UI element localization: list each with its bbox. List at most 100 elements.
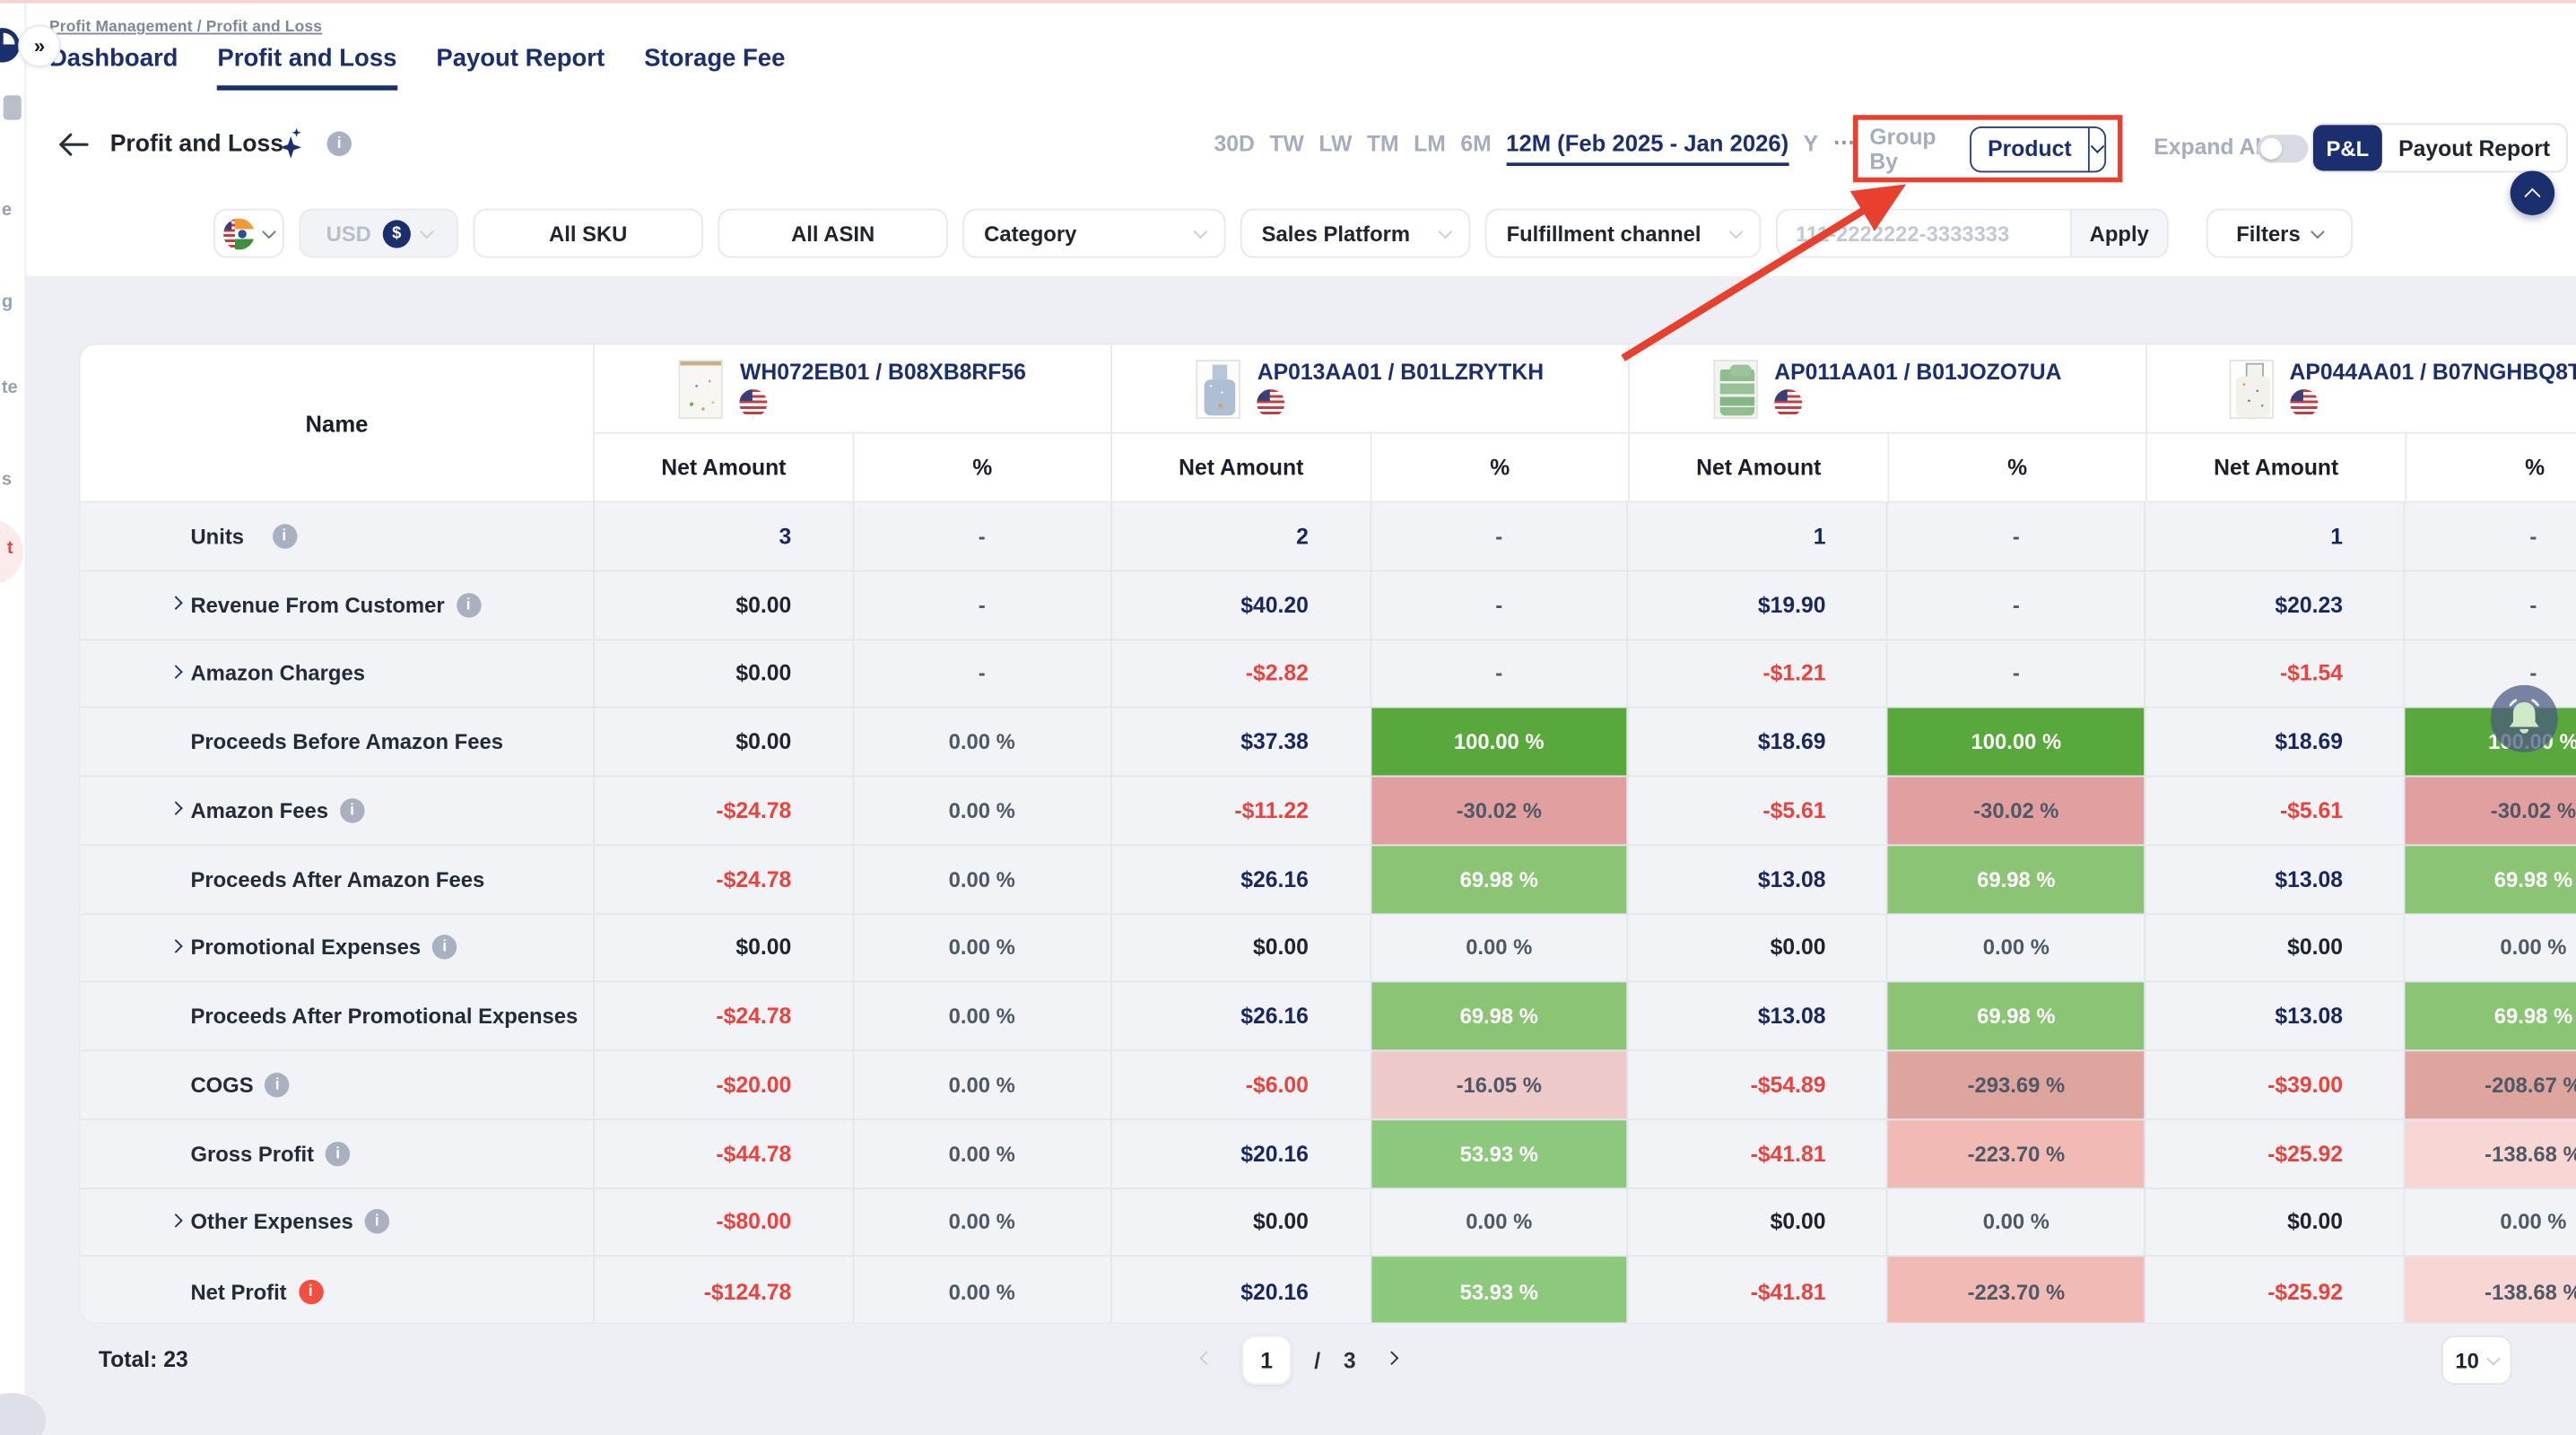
net-amount-cell: -$11.22 bbox=[1111, 777, 1371, 844]
net-amount-header: Net Amount bbox=[2146, 433, 2407, 503]
info-icon[interactable]: i bbox=[265, 1072, 290, 1098]
time-range-more-button[interactable]: ⋯ bbox=[1832, 129, 1858, 155]
breadcrumb[interactable]: Profit Management / Profit and Loss bbox=[48, 18, 323, 37]
currency-code: USD bbox=[326, 221, 371, 246]
page-size-select[interactable]: 10 bbox=[2441, 1335, 2512, 1386]
product-image-towels bbox=[1713, 359, 1758, 419]
expand-chevron-icon[interactable] bbox=[169, 802, 183, 816]
apply-button[interactable]: Apply bbox=[2069, 208, 2169, 258]
fade-overlay bbox=[1204, 125, 1224, 168]
percent-cell: 0.00 % bbox=[854, 777, 1112, 844]
sku-filter[interactable]: All SKU bbox=[473, 208, 703, 258]
percent-cell: - bbox=[854, 639, 1112, 708]
net-amount-cell: -$25.92 bbox=[2145, 1257, 2406, 1323]
sidebar-item-fragment: g bbox=[1, 292, 13, 313]
net-amount-cell: -$2.82 bbox=[1111, 639, 1371, 708]
table-row: Revenue From Customer i $0.00- $40.20- $19.9… bbox=[80, 570, 2576, 640]
product-info: AP013AA01 / B01LZRYTKH bbox=[1257, 360, 1545, 418]
us-flag-icon bbox=[1257, 389, 1285, 418]
group-by-value: Product bbox=[1988, 136, 2072, 161]
time-range-active[interactable]: 12M (Feb 2025 - Jan 2026) bbox=[1506, 130, 1789, 166]
row-label: Gross Profit bbox=[190, 1141, 315, 1166]
info-icon[interactable]: i bbox=[325, 1141, 351, 1166]
info-icon[interactable]: i bbox=[364, 1209, 390, 1235]
currency-select[interactable]: USD $ bbox=[299, 208, 459, 258]
product-sku-asin-link[interactable]: AP011AA01 / B01JOZO7UA bbox=[1774, 360, 2062, 385]
percent-cell: 0.00 % bbox=[854, 914, 1112, 981]
expand-chevron-icon[interactable] bbox=[169, 665, 183, 679]
report-switcher: P&L Payout Report bbox=[2311, 123, 2569, 173]
net-amount-cell: $13.08 bbox=[1629, 845, 1889, 913]
current-page[interactable]: 1 bbox=[1241, 1335, 1292, 1386]
help-button-cut[interactable] bbox=[0, 1393, 47, 1435]
fulfillment-channel-filter[interactable]: Fulfillment channel bbox=[1484, 208, 1762, 258]
marketplace-flag-select[interactable] bbox=[213, 208, 284, 258]
alert-info-icon[interactable]: i bbox=[298, 1279, 323, 1304]
percent-cell: - bbox=[1371, 502, 1629, 570]
tab-dashboard[interactable]: Dashboard bbox=[48, 44, 178, 73]
expand-all-toggle[interactable] bbox=[2257, 135, 2309, 163]
asin-filter[interactable]: All ASIN bbox=[718, 208, 948, 258]
time-range-option[interactable]: LM bbox=[1414, 131, 1446, 157]
net-amount-cell: $20.16 bbox=[1111, 1257, 1371, 1323]
time-range-option[interactable]: 30D bbox=[1214, 131, 1255, 157]
ai-sparkle-icon[interactable] bbox=[276, 126, 309, 168]
time-range-option[interactable]: Y bbox=[1803, 131, 1819, 157]
sidebar-icon-fragment bbox=[3, 95, 22, 120]
category-filter[interactable]: Category bbox=[962, 208, 1226, 258]
scroll-top-button[interactable] bbox=[2510, 170, 2555, 215]
filters-button[interactable]: Filters bbox=[2206, 208, 2353, 258]
product-header: WH072EB01 / B08XB8RF56 bbox=[595, 344, 1112, 434]
expand-chevron-icon[interactable] bbox=[169, 1213, 183, 1228]
product-sku-asin-link[interactable]: WH072EB01 / B08XB8RF56 bbox=[740, 360, 1026, 385]
tab-payout-report[interactable]: Payout Report bbox=[436, 44, 605, 73]
info-icon[interactable]: i bbox=[272, 524, 297, 549]
row-name-cell: Amazon Charges bbox=[81, 639, 595, 708]
order-id-input[interactable] bbox=[1775, 208, 2070, 258]
payout-report-segment-button[interactable]: Payout Report bbox=[2398, 135, 2551, 161]
percent-cell: -223.70 % bbox=[1888, 1257, 2146, 1323]
product-sku-asin-link[interactable]: AP013AA01 / B01LZRYTKH bbox=[1257, 360, 1545, 385]
notification-bell-button[interactable] bbox=[2490, 684, 2558, 752]
group-by-select[interactable]: Product bbox=[1970, 126, 2107, 172]
percent-cell: 0.00 % bbox=[1888, 914, 2146, 981]
table-row: Amazon Fees i -$24.78 0.00 % -$11.22 -30.02 %… bbox=[80, 777, 2576, 846]
tab-storage-fee[interactable]: Storage Fee bbox=[644, 44, 786, 73]
info-icon[interactable]: i bbox=[339, 797, 365, 823]
sidebar-expand-button[interactable]: » bbox=[18, 24, 61, 68]
us-flag-icon bbox=[2289, 389, 2318, 418]
row-label: Proceeds After Amazon Fees bbox=[190, 866, 485, 891]
row-label: Amazon Charges bbox=[190, 660, 365, 686]
product-sku-asin-link[interactable]: AP044AA01 / B07NGHBQ8T bbox=[2289, 360, 2576, 385]
pl-segment-button[interactable]: P&L bbox=[2312, 125, 2382, 171]
net-amount-cell: $0.00 bbox=[2145, 1188, 2406, 1256]
info-icon[interactable]: i bbox=[456, 592, 481, 617]
title-info-icon[interactable]: i bbox=[326, 131, 352, 157]
percent-cell: - bbox=[2406, 639, 2576, 707]
time-range-option[interactable]: LW bbox=[1318, 131, 1353, 157]
percent-cell: - bbox=[2406, 502, 2576, 570]
percent-cell: 0.00 % bbox=[2406, 914, 2576, 981]
divider bbox=[2087, 126, 2090, 170]
filter-bar: USD $ All SKU All ASIN Category Sales Pl… bbox=[213, 208, 2353, 258]
info-icon[interactable]: i bbox=[431, 935, 457, 961]
time-range-option[interactable]: 6M bbox=[1460, 131, 1492, 157]
back-button[interactable] bbox=[57, 132, 91, 158]
expand-chevron-icon[interactable] bbox=[169, 939, 183, 953]
net-amount-cell: -$39.00 bbox=[2145, 1051, 2406, 1118]
tab-profit-and-loss[interactable]: Profit and Loss bbox=[217, 44, 397, 91]
sidebar-active-item[interactable]: t bbox=[0, 518, 23, 586]
expand-chevron-icon[interactable] bbox=[169, 596, 183, 611]
next-page-button[interactable] bbox=[1379, 1335, 1402, 1385]
sales-platform-filter[interactable]: Sales Platform bbox=[1240, 208, 1471, 258]
pagination: 1 / 3 bbox=[1196, 1335, 1402, 1386]
percent-cell: -138.68 % bbox=[2405, 1257, 2576, 1323]
time-range-option[interactable]: TM bbox=[1366, 131, 1399, 157]
row-label: Revenue From Customer bbox=[190, 592, 445, 617]
product-info: AP011AA01 / B01JOZO7UA bbox=[1774, 360, 2062, 418]
net-amount-cell: $40.20 bbox=[1111, 570, 1371, 639]
time-range-option[interactable]: TW bbox=[1269, 131, 1304, 157]
sidebar-item-fragment: s bbox=[1, 469, 13, 490]
net-amount-cell: $13.08 bbox=[2145, 845, 2406, 913]
prev-page-button[interactable] bbox=[1196, 1335, 1219, 1385]
